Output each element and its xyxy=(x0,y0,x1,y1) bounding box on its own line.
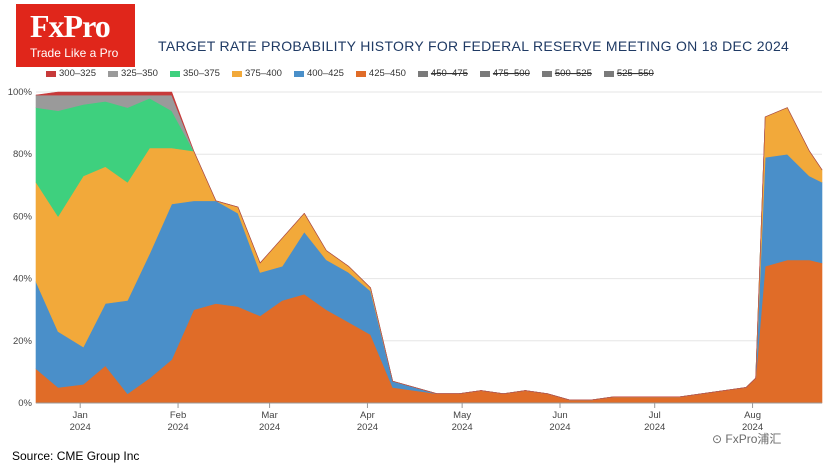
legend-swatch xyxy=(417,70,428,77)
y-tick-label: 40% xyxy=(13,274,33,285)
x-tick-year: 2024 xyxy=(742,422,763,433)
legend-swatch xyxy=(293,70,304,77)
x-tick-year: 2024 xyxy=(259,422,280,433)
fxpro-logo: FxPro Trade Like a Pro xyxy=(16,4,135,67)
legend-label: 375–400 xyxy=(244,68,282,79)
legend-item[interactable]: 475–500 xyxy=(479,68,530,79)
legend-swatch xyxy=(541,70,552,77)
legend-swatch xyxy=(355,70,366,77)
legend-swatch xyxy=(169,70,180,77)
legend-swatch xyxy=(107,70,118,77)
y-tick-label: 80% xyxy=(13,149,33,160)
x-tick-label: Feb xyxy=(170,410,186,421)
legend-label: 425–450 xyxy=(368,68,406,79)
legend-item[interactable]: 300–325 xyxy=(46,68,96,79)
x-tick-year: 2024 xyxy=(549,422,570,433)
y-tick-label: 0% xyxy=(18,398,32,409)
y-tick-label: 100% xyxy=(8,87,33,98)
source-note: Source: CME Group Inc xyxy=(12,449,140,463)
legend-item[interactable]: 375–400 xyxy=(231,68,282,79)
chart-legend: 300–325 325–350 350–375 375–400 400–425 425–4… xyxy=(46,68,654,79)
x-tick-label: May xyxy=(453,410,471,421)
y-tick-label: 20% xyxy=(13,336,33,347)
legend-item[interactable]: 425–450 xyxy=(355,68,406,79)
legend-label: 450–475 xyxy=(430,68,468,79)
x-tick-year: 2024 xyxy=(357,422,378,433)
series-area xyxy=(35,91,823,401)
y-tick-label: 60% xyxy=(13,211,33,222)
legend-label: 500–525 xyxy=(554,68,592,79)
x-tick-label: Mar xyxy=(261,410,277,421)
legend-swatch xyxy=(231,70,242,77)
legend-item[interactable]: 350–375 xyxy=(169,68,220,79)
watermark: ⊙ FxPro浦汇 xyxy=(712,430,781,447)
legend-label: 475–500 xyxy=(492,68,530,79)
x-tick-label: Jan xyxy=(73,410,88,421)
logo-brand: FxPro xyxy=(30,8,111,44)
legend-swatch xyxy=(479,70,490,77)
legend-label: 525–550 xyxy=(616,68,654,79)
x-tick-year: 2024 xyxy=(452,422,473,433)
legend-label: 300–325 xyxy=(59,68,96,79)
x-tick-label: Apr xyxy=(360,410,375,421)
legend-item[interactable]: 500–525 xyxy=(541,68,592,79)
watermark-text: FxPro浦汇 xyxy=(725,432,782,446)
weibo-icon: ⊙ xyxy=(712,432,723,446)
legend-swatch xyxy=(603,70,614,77)
x-tick-label: Jun xyxy=(552,410,567,421)
legend-label: 350–375 xyxy=(182,68,220,79)
legend-label: 325–350 xyxy=(120,68,158,79)
x-tick-label: Aug xyxy=(744,410,761,421)
legend-item[interactable]: 325–350 xyxy=(107,68,158,79)
legend-item[interactable]: 400–425 xyxy=(293,68,344,79)
legend-swatch xyxy=(46,70,56,77)
legend-item[interactable]: 450–475 xyxy=(417,68,468,79)
legend-label: 400–425 xyxy=(306,68,344,79)
logo-tagline: Trade Like a Pro xyxy=(30,46,119,60)
x-tick-year: 2024 xyxy=(70,422,91,433)
x-tick-year: 2024 xyxy=(644,422,665,433)
chart-title: TARGET RATE PROBABILITY HISTORY FOR FEDE… xyxy=(158,38,790,54)
legend-item[interactable]: 525–550 xyxy=(603,68,654,79)
x-tick-year: 2024 xyxy=(167,422,188,433)
x-tick-label: Jul xyxy=(649,410,661,421)
